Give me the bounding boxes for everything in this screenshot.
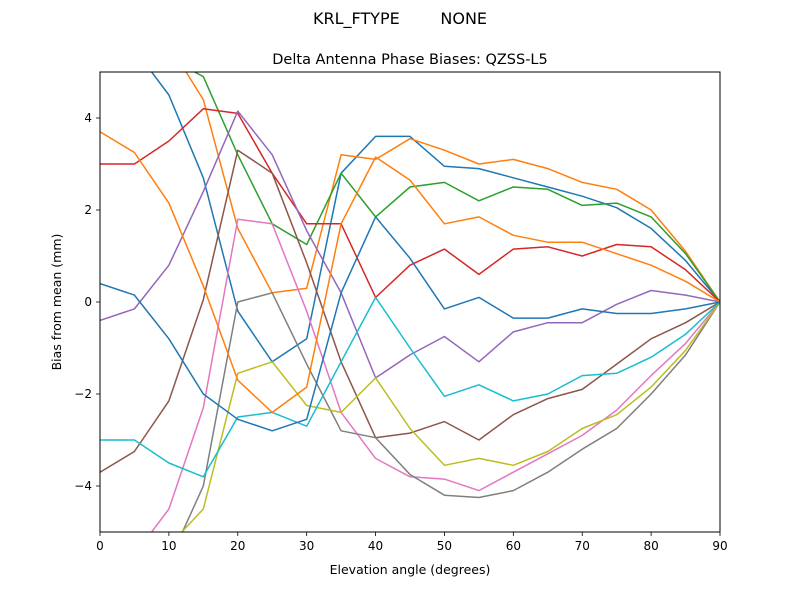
y-axis: −4 −2 0 2 4 (74, 111, 100, 493)
chart-title: Delta Antenna Phase Biases: QZSS-L5 (272, 52, 547, 68)
series-line-2 (193, 72, 720, 303)
x-tick-label: 30 (299, 539, 314, 553)
x-tick-label: 60 (506, 539, 521, 553)
axes-frame (99, 71, 721, 533)
series-line-1 (185, 72, 720, 303)
series-line-11 (100, 131, 720, 414)
series-line-8 (180, 301, 720, 532)
series-line-3 (100, 108, 720, 303)
y-tick-label: −2 (74, 387, 92, 401)
y-axis-label: Bias from mean (mm) (49, 234, 64, 371)
x-tick-label: 90 (712, 539, 727, 553)
series-line-6 (150, 218, 720, 532)
y-tick-label: 4 (84, 111, 92, 125)
series-layer (100, 72, 720, 532)
series-line-7 (181, 292, 720, 532)
x-tick-label: 10 (161, 539, 176, 553)
series-line-10 (100, 216, 720, 432)
x-axis-label: Elevation angle (degrees) (330, 562, 491, 577)
y-tick-label: −4 (74, 479, 92, 493)
x-tick-label: 70 (575, 539, 590, 553)
x-tick-label: 80 (643, 539, 658, 553)
x-tick-label: 50 (437, 539, 452, 553)
x-tick-label: 40 (368, 539, 383, 553)
series-line-9 (100, 296, 720, 478)
series-line-0 (150, 72, 720, 363)
x-tick-label: 0 (96, 539, 104, 553)
suptitle: KRL_FTYPE NONE (313, 9, 487, 29)
series-line-4 (100, 110, 720, 379)
series-line-5 (100, 149, 720, 473)
y-tick-label: 0 (84, 295, 92, 309)
x-tick-label: 20 (230, 539, 245, 553)
y-tick-label: 2 (84, 203, 92, 217)
x-axis: 0 10 20 30 40 50 60 70 80 90 (96, 532, 728, 553)
